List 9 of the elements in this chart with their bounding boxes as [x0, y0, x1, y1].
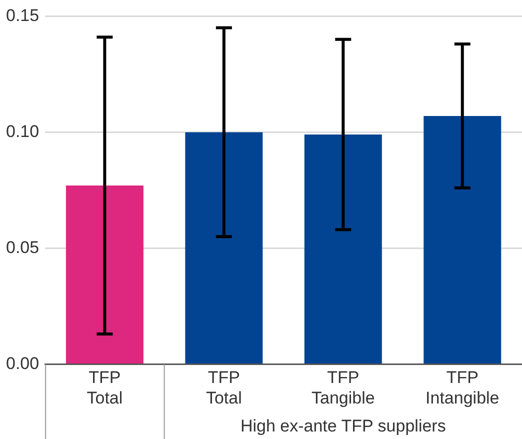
x-tick-label: TFP Total — [206, 368, 242, 408]
x-tick-label: TFP Total — [86, 368, 123, 408]
y-tick-label: 0.05 — [6, 238, 40, 257]
y-tick-label: 0.00 — [6, 354, 40, 373]
y-tick-label: 0.15 — [6, 6, 40, 25]
x-tick-label: TFP Intangible — [426, 368, 500, 408]
y-tick-label: 0.10 — [6, 122, 40, 141]
x-tick-label: TFP Tangible — [311, 368, 375, 408]
text: High ex-ante TFP suppliers — [240, 416, 446, 436]
